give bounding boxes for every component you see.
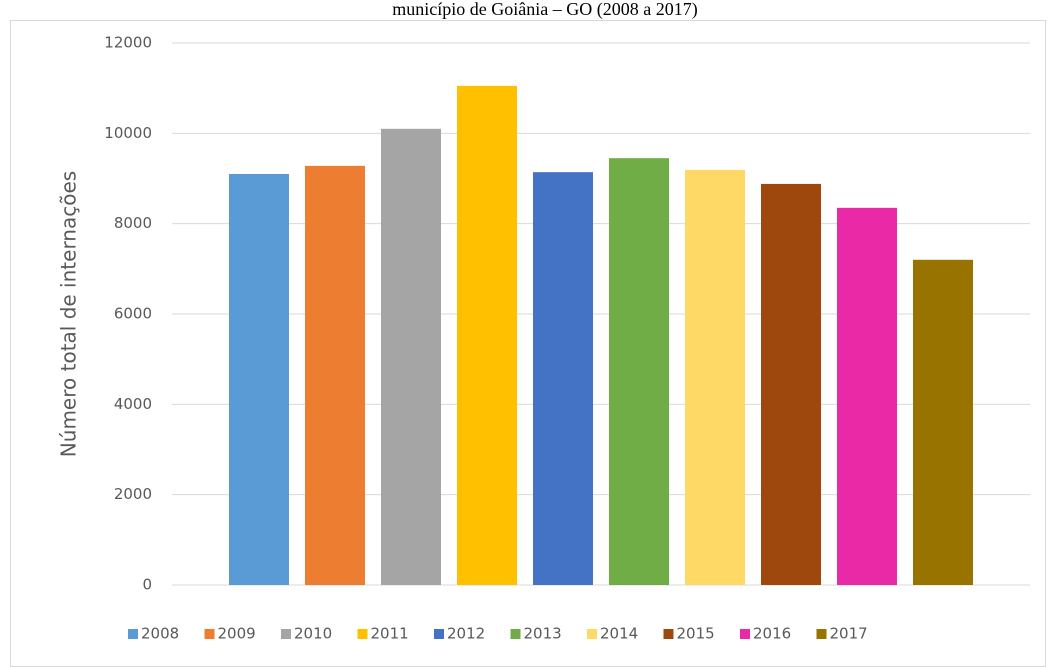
- bar: [381, 128, 441, 586]
- legend-swatch: [663, 629, 674, 639]
- bar: [305, 165, 365, 585]
- legend-swatch: [434, 629, 444, 639]
- legend-swatch: [816, 629, 827, 639]
- y-tick-label: 0: [142, 576, 152, 594]
- y-tick-label: 6000: [114, 305, 152, 323]
- y-tick-label: 10000: [104, 124, 152, 142]
- legend-label: 2013: [524, 625, 562, 643]
- bar: [913, 259, 973, 585]
- legend-swatch: [281, 629, 291, 639]
- legend-label: 2016: [753, 625, 791, 643]
- legend-swatch: [357, 629, 368, 639]
- legend-label: 2012: [447, 625, 485, 643]
- legend-label: 2009: [218, 625, 256, 643]
- legend-label: 2014: [600, 625, 638, 643]
- chart-frame: [10, 20, 1046, 667]
- y-axis-label: Número total de internações: [57, 171, 81, 457]
- bar: [685, 169, 745, 585]
- legend-label: 2008: [141, 625, 179, 643]
- legend-swatch: [740, 629, 750, 639]
- legend-label: 2011: [371, 625, 409, 643]
- bar: [457, 85, 517, 586]
- y-tick-label: 8000: [114, 214, 152, 232]
- y-tick-label: 2000: [114, 485, 152, 503]
- bar: [533, 172, 593, 585]
- bar: [837, 207, 897, 585]
- bar: [609, 158, 669, 586]
- legend-swatch: [204, 629, 215, 639]
- legend-swatch: [587, 629, 597, 639]
- chart-title: município de Goiânia – GO (2008 a 2017): [392, 0, 697, 20]
- bar: [229, 173, 289, 585]
- legend-label: 2017: [830, 625, 868, 643]
- legend-label: 2010: [294, 625, 332, 643]
- y-tick-label: 12000: [104, 34, 152, 52]
- legend-swatch: [510, 629, 521, 639]
- y-tick-label: 4000: [114, 395, 152, 413]
- legend-label: 2015: [677, 625, 715, 643]
- legend-swatch: [128, 629, 138, 639]
- bar: [761, 183, 821, 586]
